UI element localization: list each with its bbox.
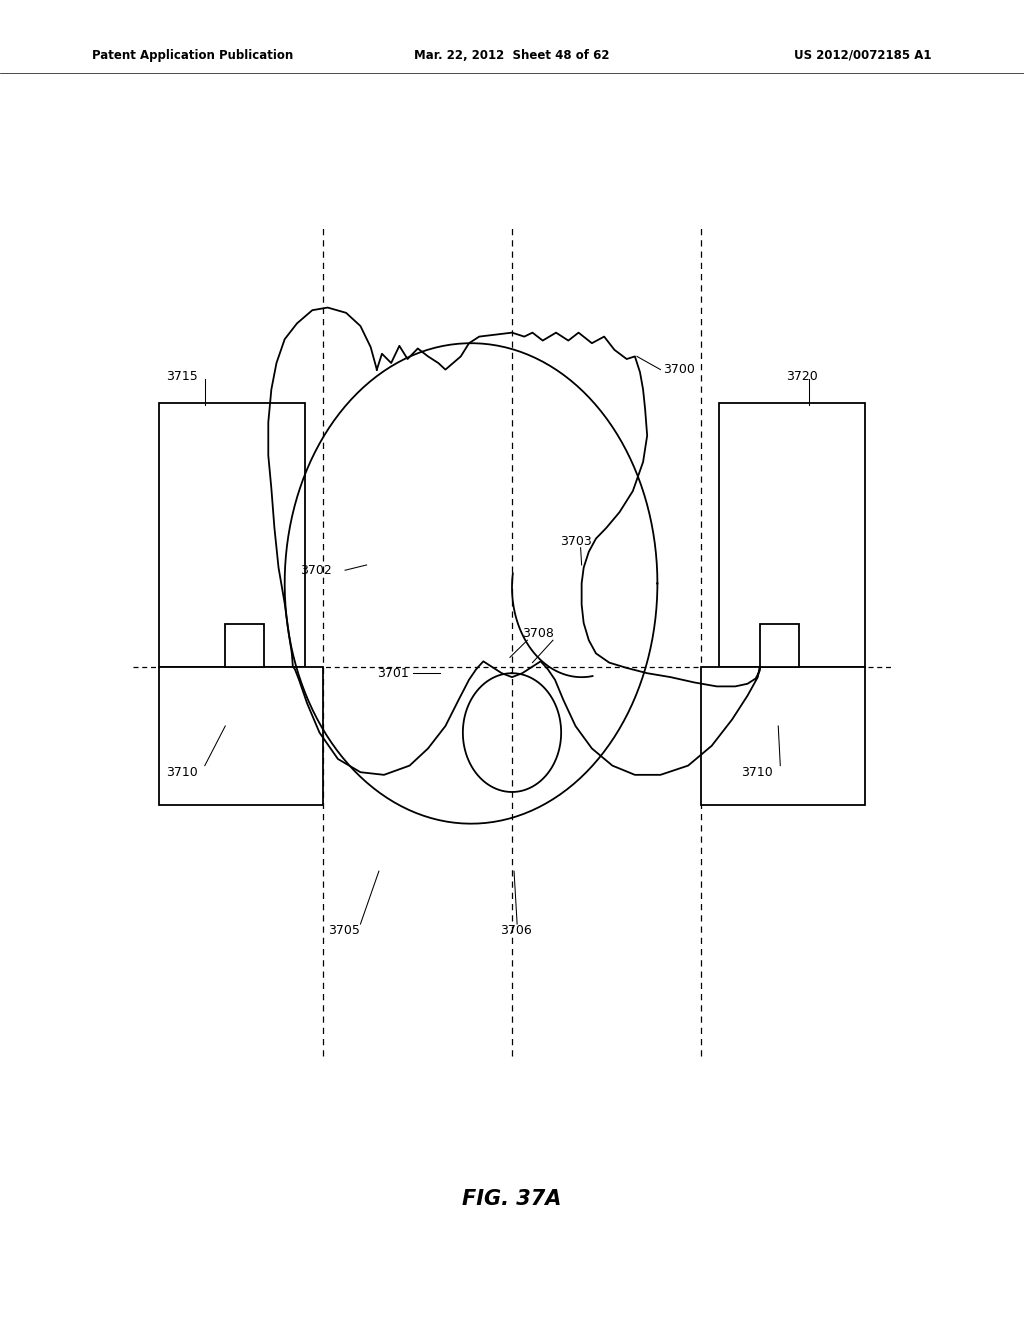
Text: 3703: 3703 xyxy=(560,535,592,548)
Text: 3715: 3715 xyxy=(166,370,198,383)
Text: 3720: 3720 xyxy=(786,370,818,383)
Bar xyxy=(159,667,323,805)
Bar xyxy=(701,667,865,805)
Text: 3706: 3706 xyxy=(500,924,531,937)
Text: 3700: 3700 xyxy=(664,363,695,376)
Text: FIG. 37A: FIG. 37A xyxy=(462,1188,562,1209)
Text: Mar. 22, 2012  Sheet 48 of 62: Mar. 22, 2012 Sheet 48 of 62 xyxy=(415,49,609,62)
Text: 3701: 3701 xyxy=(377,667,409,680)
Text: 3708: 3708 xyxy=(522,627,554,640)
Bar xyxy=(719,403,865,667)
Text: Patent Application Publication: Patent Application Publication xyxy=(92,49,294,62)
Text: 3710: 3710 xyxy=(741,766,773,779)
Text: 3710: 3710 xyxy=(166,766,198,779)
Text: US 2012/0072185 A1: US 2012/0072185 A1 xyxy=(795,49,932,62)
Bar xyxy=(760,624,799,667)
Bar xyxy=(159,403,305,667)
Bar xyxy=(225,624,264,667)
Text: 3705: 3705 xyxy=(328,924,359,937)
Text: 3702: 3702 xyxy=(300,564,332,577)
